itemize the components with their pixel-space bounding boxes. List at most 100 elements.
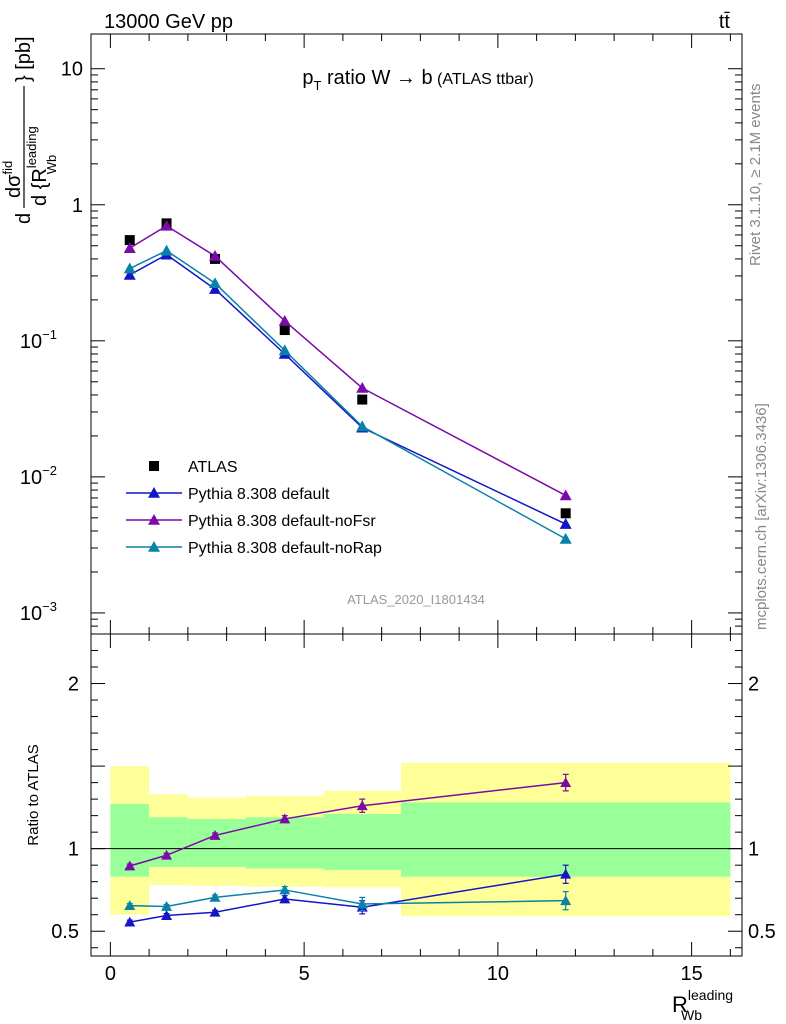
legend-square-marker (149, 461, 159, 471)
ylabel-unit: } [pb] (13, 36, 35, 82)
legend-triangle-marker (148, 487, 160, 498)
ratio-point-triangle (161, 910, 173, 920)
ratio-point-triangle (209, 891, 221, 902)
data-point-square (279, 325, 290, 336)
data-point-square (124, 235, 135, 246)
mcplots-label: mcplots.cern.ch [arXiv:1306.3436] (753, 403, 770, 630)
ratio-series-line-0 (129, 873, 566, 923)
title-small: (ATLAS ttbar) (433, 71, 534, 88)
mc-point-triangle (278, 314, 291, 326)
ratio-point-triangle (356, 898, 368, 909)
ratio-axis-ticks (91, 633, 742, 956)
legend-label: Pythia 8.308 default-noFsr (188, 513, 376, 530)
analysis-watermark: ATLAS_2020_I1801434 (347, 592, 485, 607)
mc-point-triangle (559, 518, 572, 529)
ratio-point-triangle (209, 829, 221, 840)
main-series-markers (123, 218, 572, 544)
ratio-series-markers (124, 773, 572, 927)
legend-triangle-marker (148, 541, 160, 552)
ratio-series-line-1 (129, 781, 566, 867)
main-y-tick-label: 10−3 (20, 599, 57, 625)
main-series-line-3 (129, 249, 567, 540)
main-axis-ticks (91, 34, 742, 635)
ylabel-denominator: d {Rleading Wb (24, 126, 59, 206)
energy-label: 13000 GeV pp (104, 11, 233, 33)
main-y-tick-labels: 10 1 10−1 10−2 10−3 (20, 59, 83, 625)
title-p: p (302, 67, 313, 89)
legend-entry: Pythia 8.308 default-noRap (126, 540, 382, 557)
legend-triangle-marker (148, 514, 160, 525)
ratio-point-triangle (279, 893, 291, 904)
process-label: tt̄ (719, 11, 731, 33)
ratio-plot-frame (90, 633, 743, 957)
ratio-plot-panel: 0.5 0.5 1 1 2 2 0 5 10 15 Ratio to ATLAS Rleading… (25, 633, 776, 1023)
mc-point-triangle (160, 244, 173, 256)
mc-point-triangle (209, 250, 221, 261)
mc-point-triangle (160, 219, 173, 231)
mc-point-triangle (209, 283, 221, 294)
ratio-tick-labels: 0.5 0.5 1 1 2 2 0 5 10 15 (51, 674, 776, 985)
legend-entry: Pythia 8.308 default-noFsr (126, 513, 376, 530)
legend-label: Pythia 8.308 default-noRap (188, 540, 382, 557)
ratio-series-lines (129, 781, 566, 923)
title-sub: T (313, 78, 321, 93)
main-plot-panel: 10 1 10−1 10−2 10−3 pT ratio W → b (ATLAS tt… (0, 33, 743, 635)
ratio-point-triangle (560, 777, 572, 788)
mc-point-triangle (356, 382, 369, 393)
main-y-tick-label: 1 (72, 195, 83, 217)
mc-point-triangle (559, 532, 572, 544)
ratio-y-tick-label-left: 1 (68, 839, 79, 861)
x-tick-label: 0 (105, 963, 116, 985)
ylabel-numerator: dσfid (0, 161, 25, 198)
ratio-point-triangle (161, 900, 173, 911)
mc-point-triangle (278, 344, 291, 356)
ratio-y-tick-label-right: 2 (748, 674, 759, 696)
ratio-point-triangle (356, 800, 368, 811)
mc-point-triangle (356, 420, 369, 432)
title-arrow: → (390, 67, 421, 89)
mc-point-triangle (123, 262, 136, 274)
title-rest: ratio W (321, 67, 390, 89)
ratio-y-tick-label-right: 1 (748, 839, 759, 861)
mc-point-triangle (559, 489, 572, 501)
ratio-band-inner (323, 813, 401, 871)
mc-point-triangle (123, 268, 136, 280)
ratio-point-triangle (279, 813, 291, 824)
ratio-point-triangle (124, 860, 136, 871)
ratio-point-triangle (124, 900, 136, 911)
ratio-point-triangle (209, 906, 221, 917)
ratio-series-line-2 (129, 889, 566, 908)
main-y-tick-label: 10−1 (20, 327, 57, 353)
ratio-band-inner (401, 802, 731, 877)
ratio-point-triangle (279, 884, 291, 895)
legend-label: ATLAS (188, 459, 238, 476)
ratio-point-triangle (560, 895, 572, 906)
x-tick-label: 10 (487, 963, 509, 985)
ylabel-d: d (13, 213, 35, 224)
ratio-uncertainty-bands (110, 762, 731, 917)
main-series-line-1 (129, 253, 567, 525)
legend-entry: ATLAS (149, 459, 238, 476)
main-series-line-2 (129, 224, 567, 497)
mc-point-triangle (123, 242, 136, 253)
legend: ATLAS Pythia 8.308 default Pythia 8.308 de… (126, 459, 382, 557)
ratio-point-triangle (560, 868, 572, 879)
main-y-axis-label: d dσfid d {Rleading Wb } [pb] (0, 36, 59, 224)
ratio-y-tick-label-left: 0.5 (51, 921, 79, 943)
x-tick-label: 5 (299, 963, 310, 985)
legend-entry: Pythia 8.308 default (126, 486, 330, 503)
mc-point-triangle (209, 277, 221, 289)
title-b: b (421, 67, 432, 89)
ratio-point-triangle (124, 916, 136, 927)
ratio-y-axis-label: Ratio to ATLAS (25, 744, 42, 845)
plot-title: pT ratio W → b (ATLAS ttbar) (302, 67, 533, 93)
main-y-tick-label: 10 (61, 59, 83, 81)
legend-label: Pythia 8.308 default (188, 486, 330, 503)
main-series-lines (129, 224, 567, 540)
data-point-square (357, 394, 368, 405)
rivet-version-label: Rivet 3.1.10, ≥ 2.1M events (747, 84, 764, 267)
ratio-y-tick-label-left: 2 (68, 674, 79, 696)
ratio-point-triangle (161, 849, 173, 860)
x-axis-label: Rleading Wb (672, 987, 733, 1023)
